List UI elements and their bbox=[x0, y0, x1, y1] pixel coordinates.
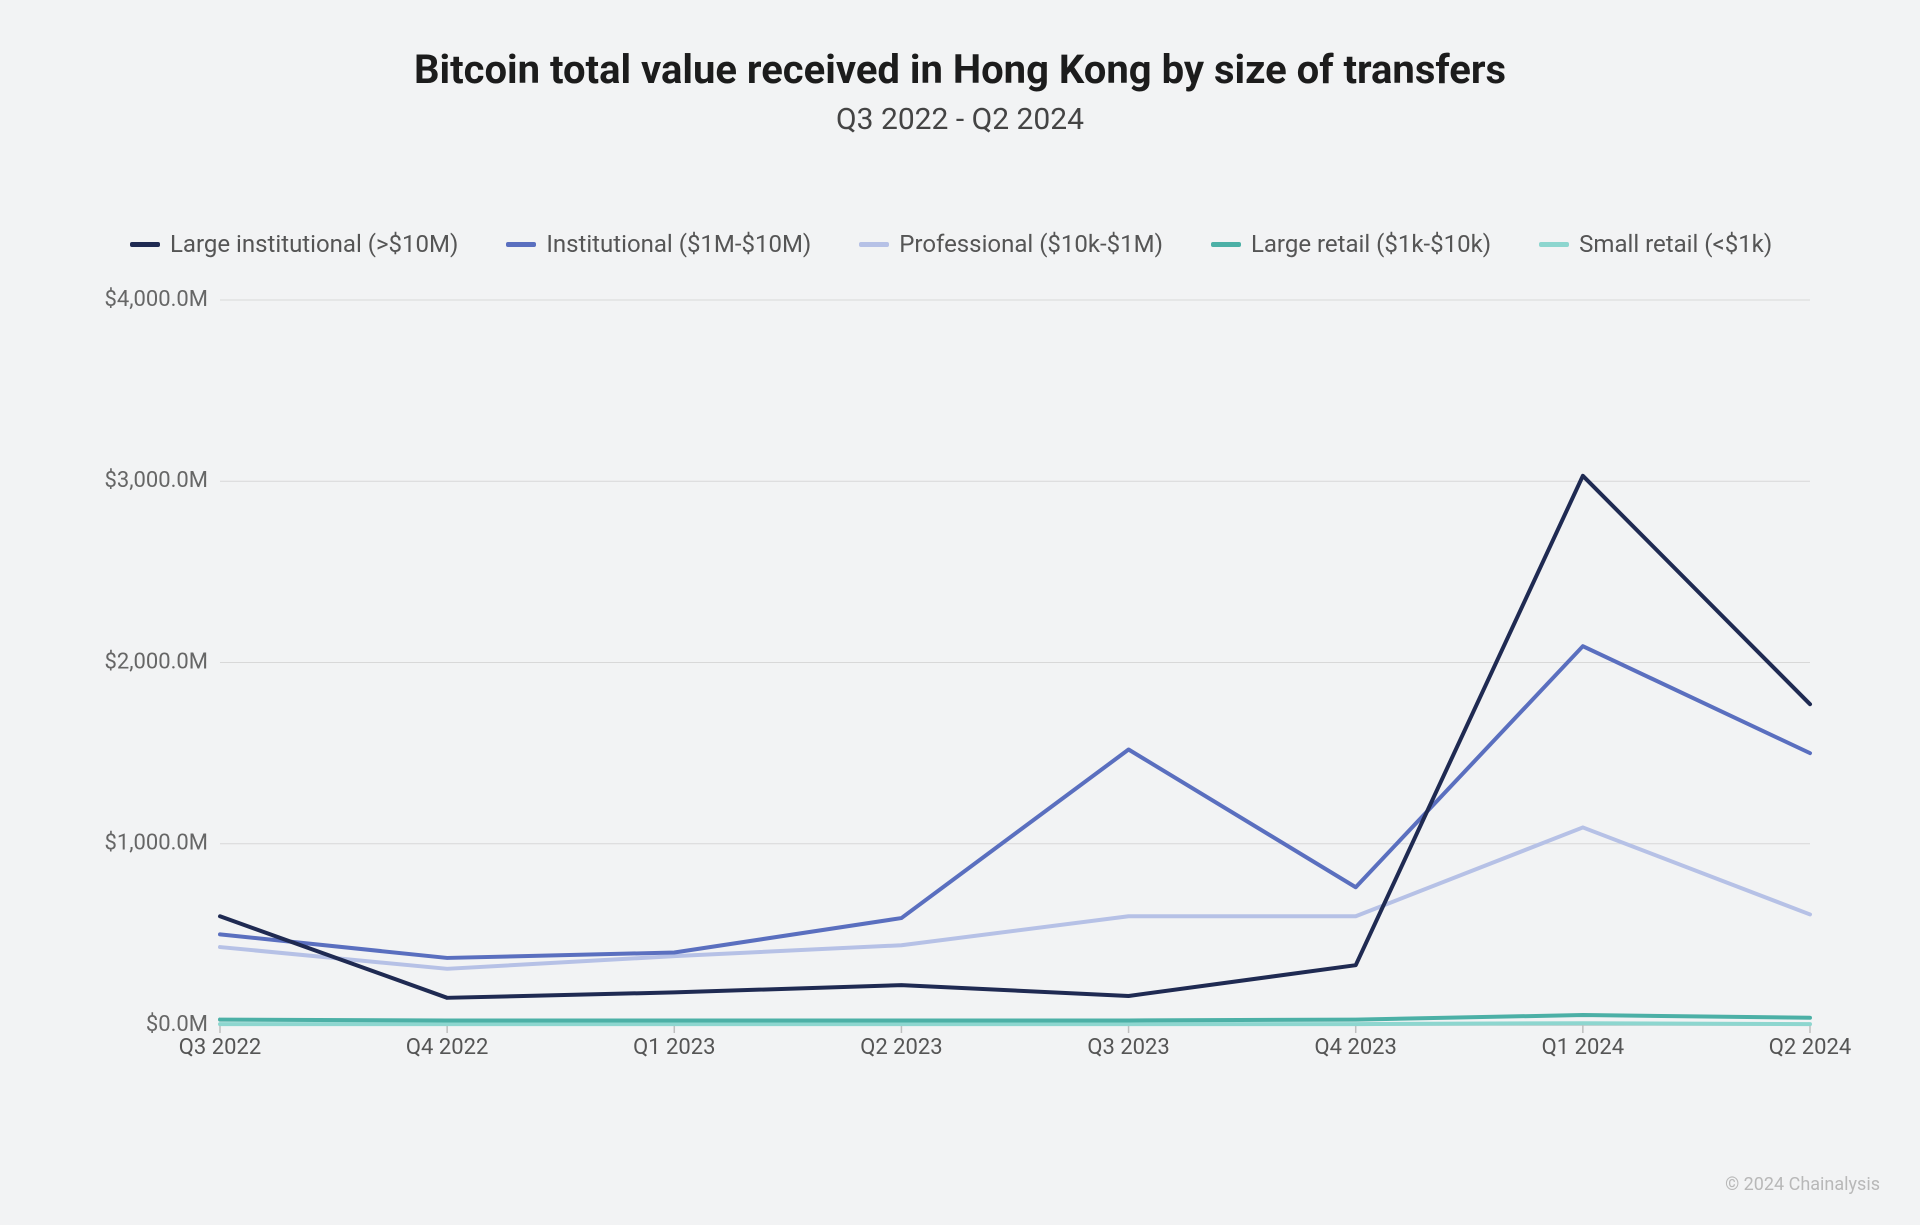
chart-legend: Large institutional (>$10M) Institutional… bbox=[130, 230, 1840, 258]
legend-item: Professional ($10k-$1M) bbox=[859, 230, 1163, 258]
x-tick-label: Q2 2023 bbox=[860, 1035, 942, 1060]
legend-label: Professional ($10k-$1M) bbox=[899, 230, 1163, 258]
y-tick-label: $4,000.0M bbox=[104, 287, 208, 312]
y-tick-label: $3,000.0M bbox=[104, 468, 208, 493]
chart-title: Bitcoin total value received in Hong Kon… bbox=[0, 46, 1920, 93]
x-tick-label: Q3 2023 bbox=[1087, 1035, 1169, 1060]
x-tick-label: Q2 2024 bbox=[1769, 1035, 1851, 1060]
series-line bbox=[220, 646, 1810, 958]
chart-container: Bitcoin total value received in Hong Kon… bbox=[0, 0, 1920, 1225]
series-line bbox=[220, 1023, 1810, 1024]
x-tick-label: Q1 2024 bbox=[1542, 1035, 1624, 1060]
chart-plot-area: $0.0M$1,000.0M$2,000.0M$3,000.0M$4,000.0… bbox=[110, 290, 1840, 1065]
legend-label: Institutional ($1M-$10M) bbox=[546, 230, 811, 258]
series-line bbox=[220, 827, 1810, 968]
chart-svg: $0.0M$1,000.0M$2,000.0M$3,000.0M$4,000.0… bbox=[110, 290, 1840, 1065]
legend-swatch bbox=[859, 242, 889, 247]
series-line bbox=[220, 476, 1810, 998]
chart-subtitle: Q3 2022 - Q2 2024 bbox=[0, 102, 1920, 137]
x-tick-label: Q4 2022 bbox=[406, 1035, 488, 1060]
x-tick-label: Q3 2022 bbox=[179, 1035, 261, 1060]
legend-label: Small retail (<$1k) bbox=[1579, 230, 1772, 258]
legend-label: Large institutional (>$10M) bbox=[170, 230, 458, 258]
x-tick-label: Q4 2023 bbox=[1315, 1035, 1397, 1060]
y-tick-label: $0.0M bbox=[146, 1012, 208, 1037]
legend-item: Institutional ($1M-$10M) bbox=[506, 230, 811, 258]
x-tick-label: Q1 2023 bbox=[633, 1035, 715, 1060]
legend-label: Large retail ($1k-$10k) bbox=[1251, 230, 1491, 258]
chart-attribution: © 2024 Chainalysis bbox=[1725, 1174, 1880, 1195]
legend-swatch bbox=[130, 242, 160, 247]
series-line bbox=[220, 1015, 1810, 1020]
legend-item: Small retail (<$1k) bbox=[1539, 230, 1772, 258]
y-tick-label: $2,000.0M bbox=[104, 649, 208, 674]
legend-item: Large retail ($1k-$10k) bbox=[1211, 230, 1491, 258]
legend-swatch bbox=[1211, 242, 1241, 247]
y-tick-label: $1,000.0M bbox=[104, 831, 208, 856]
legend-swatch bbox=[506, 242, 536, 247]
legend-item: Large institutional (>$10M) bbox=[130, 230, 458, 258]
legend-swatch bbox=[1539, 242, 1569, 247]
